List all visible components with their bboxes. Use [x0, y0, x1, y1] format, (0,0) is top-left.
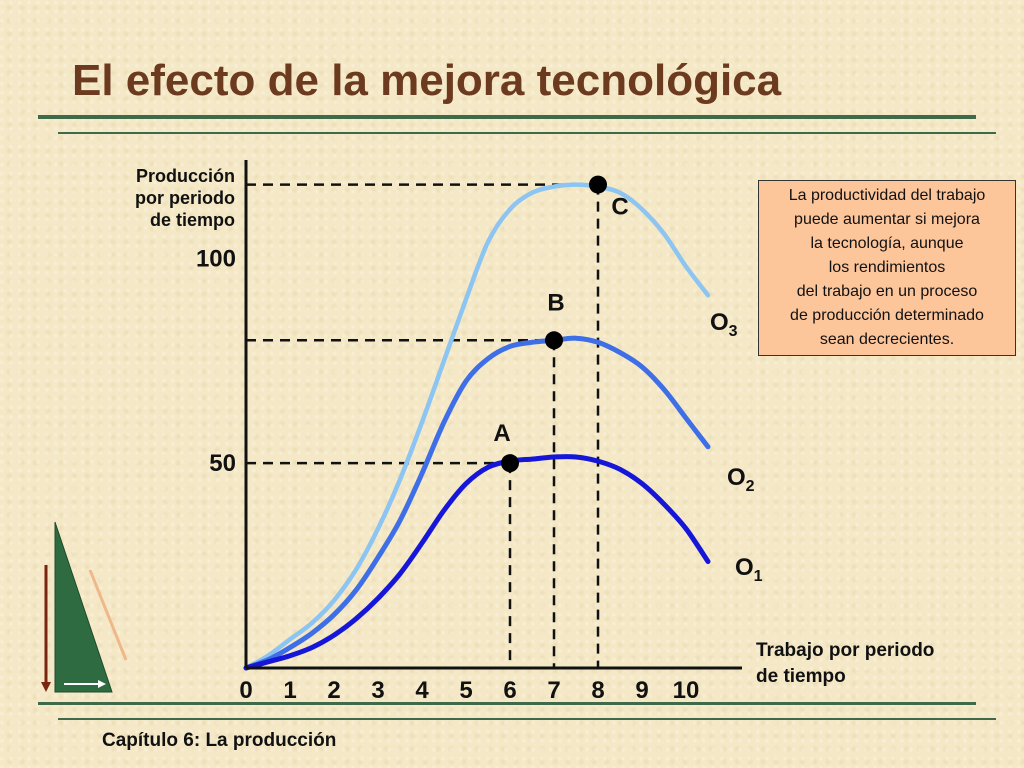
x-tick-label-3: 3: [371, 677, 384, 704]
x-tick-label-9: 9: [635, 677, 648, 704]
x-tick-label-2: 2: [327, 677, 340, 704]
x-tick-label-0: 0: [239, 677, 252, 704]
reference-guides: [246, 183, 600, 668]
slide-title: El efecto de la mejora tecnológica: [72, 56, 782, 105]
curve-o3: [243, 182, 711, 671]
footer-rule: [38, 702, 976, 705]
y-axis-label-line: por periodo: [135, 188, 235, 208]
series-label-subscript: 3: [729, 323, 738, 340]
series-label-o3: O3: [710, 309, 738, 340]
title-underline: [38, 115, 976, 119]
title-underline-secondary: [58, 132, 996, 134]
note-line: del trabajo en un proceso: [796, 283, 978, 300]
x-tick-label-1: 1: [283, 677, 296, 704]
note-line: de producción determinado: [790, 307, 984, 324]
curve-o2: [243, 335, 711, 671]
y-axis-label-line: de tiempo: [150, 210, 235, 230]
x-tick-label-6: 6: [503, 677, 516, 704]
point-b-label: B: [547, 289, 564, 316]
marked-points: A B C: [493, 175, 629, 473]
y-axis-label-line: Producción: [136, 166, 235, 186]
series-label-subscript: 2: [746, 478, 755, 495]
series-label-letter: O: [710, 309, 729, 336]
note-line: sean decrecientes.: [819, 331, 955, 348]
production-curves: [243, 182, 711, 671]
note-line: La productividad del trabajo: [788, 187, 986, 204]
series-label-o1: O1: [735, 554, 763, 585]
y-tick-label-100: 100: [196, 245, 236, 272]
series-label-letter: O: [727, 464, 746, 491]
chart-axes: [244, 160, 742, 670]
point-a-label: A: [493, 420, 510, 447]
curve-o1: [243, 454, 711, 671]
explanation-note: La productividad del trabajo puede aumen…: [758, 180, 1016, 356]
y-tick-label-50: 50: [209, 450, 236, 477]
note-line: los rendimientos: [828, 259, 946, 276]
slide-logo: [41, 521, 128, 693]
note-line: puede aumentar si mejora: [794, 211, 980, 228]
footer-rule-secondary: [58, 718, 996, 720]
x-tick-label-7: 7: [547, 677, 560, 704]
point-b-marker: [545, 331, 563, 350]
x-tick-label-10: 10: [673, 677, 700, 704]
note-line: la tecnología, aunque: [810, 235, 964, 252]
point-a-marker: [501, 454, 519, 473]
x-tick-label-8: 8: [591, 677, 604, 704]
series-label-o2: O2: [727, 464, 755, 495]
x-tick-label-5: 5: [459, 677, 472, 704]
x-axis-label-line: de tiempo: [756, 666, 846, 687]
x-tick-label-4: 4: [415, 677, 429, 704]
x-axis-label-line: Trabajo por periodo: [756, 640, 934, 661]
point-c-label: C: [611, 194, 628, 221]
series-label-subscript: 1: [754, 568, 763, 585]
chapter-footer: Capítulo 6: La producción: [102, 730, 337, 751]
point-c-marker: [589, 175, 607, 194]
series-label-letter: O: [735, 554, 754, 581]
axis-ticks: 0 1 2 3 4 5 6 7 8 9 10 50 100: [196, 245, 699, 704]
